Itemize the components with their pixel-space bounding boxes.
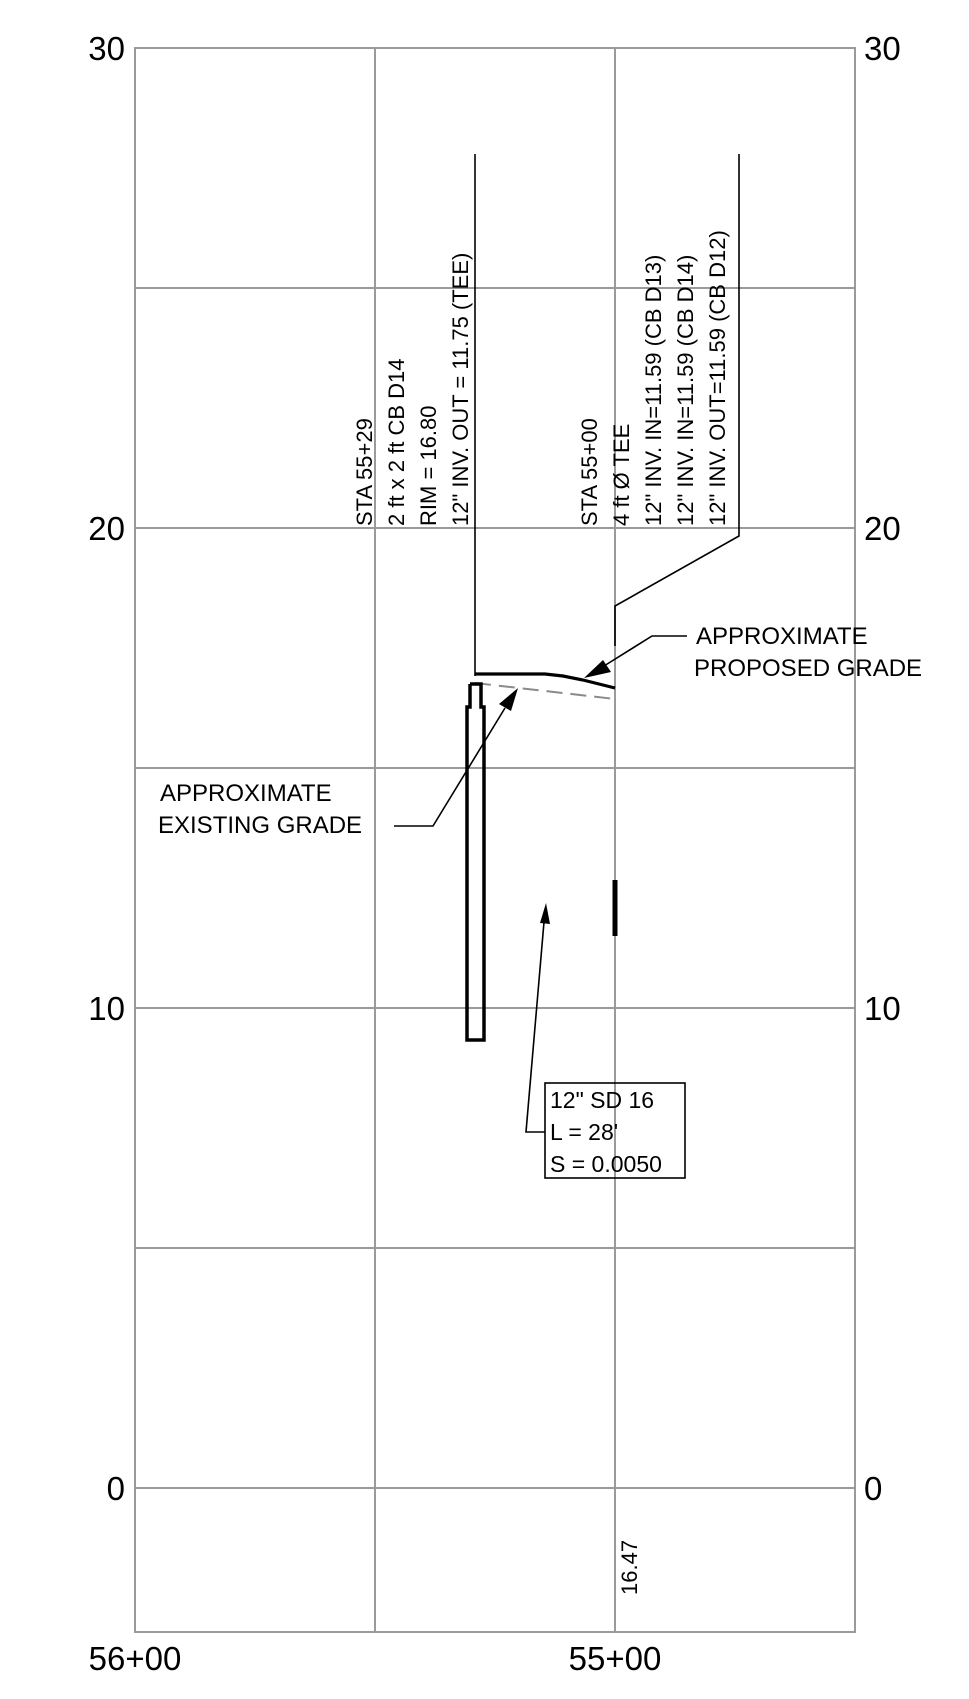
existing-grade-label-line-1: APPROXIMATE xyxy=(160,780,332,807)
tee-invert-in-d13-text: 12" INV. IN=11.59 (CB D13) xyxy=(641,255,666,526)
pipe-label-leader xyxy=(525,921,545,1133)
elevation-label-right: 30 xyxy=(864,30,901,67)
pipe-label: 12" SD 16 L = 28' S = 0.0050 xyxy=(525,903,686,1179)
proposed-grade-leader xyxy=(603,635,687,667)
tee-invert-in-d14-text: 12" INV. IN=11.59 (CB D14) xyxy=(673,255,698,526)
proposed-grade-label-line-2: PROPOSED GRADE xyxy=(694,655,922,682)
existing-grade-callout: APPROXIMATE EXISTING GRADE xyxy=(158,688,518,839)
pipe-slope-text: S = 0.0050 xyxy=(550,1151,662,1177)
bottom-elevation-value: 16.47 xyxy=(617,1540,642,1595)
cb-d14-structure xyxy=(465,682,486,1042)
pipe-length-text: L = 28' xyxy=(550,1119,618,1145)
proposed-grade-label-line-1: APPROXIMATE xyxy=(696,623,868,650)
grid xyxy=(134,47,856,1633)
existing-grade-line xyxy=(474,682,616,700)
pipe-size-text: 12" SD 16 xyxy=(550,1087,654,1113)
elevation-labels-right: 30 20 10 0 xyxy=(864,30,901,1507)
cb-d14-invert-text: 12" INV. OUT = 11.75 (TEE) xyxy=(448,253,473,526)
cb-d14-annotation: STA 55+29 2 ft x 2 ft CB D14 RIM = 16.80… xyxy=(352,253,473,526)
grid-frame xyxy=(134,47,856,1633)
tee-invert-out-d12-text: 12" INV. OUT=11.59 (CB D12) xyxy=(705,230,730,526)
station-label: 56+00 xyxy=(89,1640,182,1677)
existing-grade-leader xyxy=(394,707,506,827)
existing-grade-label-line-2: EXISTING GRADE xyxy=(158,812,362,839)
cb-d14-size-text: 2 ft x 2 ft CB D14 xyxy=(384,358,409,526)
existing-grade-arrowhead xyxy=(499,688,518,711)
tee-annotation: STA 55+00 4 ft Ø TEE 12" INV. IN=11.59 (… xyxy=(577,230,730,526)
elevation-label-right: 20 xyxy=(864,510,901,547)
elevation-label-left: 30 xyxy=(88,30,125,67)
elevation-label-right: 10 xyxy=(864,990,901,1027)
proposed-grade-arrowhead xyxy=(584,660,611,678)
pipe-label-box xyxy=(544,1082,686,1179)
proposed-grade-callout: APPROXIMATE PROPOSED GRADE xyxy=(584,623,922,682)
tee-leader-line xyxy=(614,154,740,646)
cb-d14-rim-text: RIM = 16.80 xyxy=(416,406,441,526)
cb-d14-outline xyxy=(465,682,486,1042)
tee-station-text: STA 55+00 xyxy=(577,418,602,526)
tee-size-text: 4 ft Ø TEE xyxy=(609,424,634,526)
elevation-label-left: 0 xyxy=(107,1470,125,1507)
elevation-label-left: 20 xyxy=(88,510,125,547)
elevation-label-right: 0 xyxy=(864,1470,882,1507)
station-label: 55+00 xyxy=(569,1640,662,1677)
cb-d14-station-text: STA 55+29 xyxy=(352,418,377,526)
elevation-label-left: 10 xyxy=(88,990,125,1027)
pipe-label-arrowhead xyxy=(540,903,550,924)
proposed-grade-line xyxy=(475,672,616,690)
elevation-labels-left: 30 20 10 0 xyxy=(88,30,125,1507)
